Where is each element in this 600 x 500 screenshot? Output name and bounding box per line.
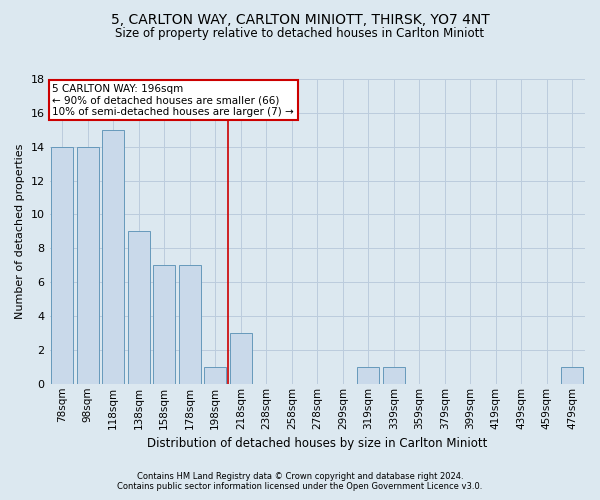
X-axis label: Distribution of detached houses by size in Carlton Miniott: Distribution of detached houses by size … bbox=[147, 437, 487, 450]
Bar bbox=[230, 333, 251, 384]
Bar bbox=[103, 130, 124, 384]
Bar bbox=[383, 367, 404, 384]
Bar bbox=[154, 265, 175, 384]
Bar bbox=[128, 232, 149, 384]
Text: 5 CARLTON WAY: 196sqm
← 90% of detached houses are smaller (66)
10% of semi-deta: 5 CARLTON WAY: 196sqm ← 90% of detached … bbox=[52, 84, 294, 117]
Bar bbox=[52, 146, 73, 384]
Text: 5, CARLTON WAY, CARLTON MINIOTT, THIRSK, YO7 4NT: 5, CARLTON WAY, CARLTON MINIOTT, THIRSK,… bbox=[110, 12, 490, 26]
Bar bbox=[77, 146, 98, 384]
Y-axis label: Number of detached properties: Number of detached properties bbox=[15, 144, 25, 319]
Bar bbox=[562, 367, 583, 384]
Bar bbox=[205, 367, 226, 384]
Text: Contains HM Land Registry data © Crown copyright and database right 2024.: Contains HM Land Registry data © Crown c… bbox=[137, 472, 463, 481]
Bar bbox=[358, 367, 379, 384]
Text: Size of property relative to detached houses in Carlton Miniott: Size of property relative to detached ho… bbox=[115, 28, 485, 40]
Text: Contains public sector information licensed under the Open Government Licence v3: Contains public sector information licen… bbox=[118, 482, 482, 491]
Bar bbox=[179, 265, 200, 384]
